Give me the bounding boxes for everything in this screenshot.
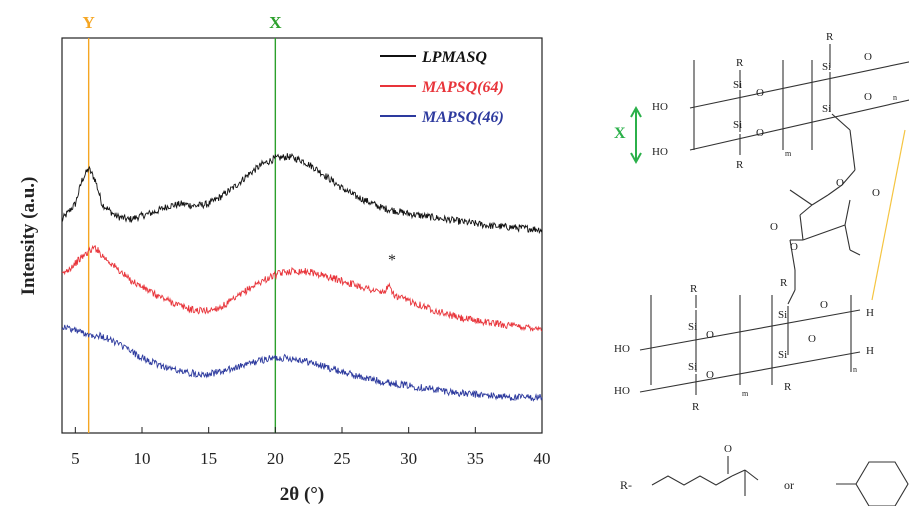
label-o-13: O [724,443,732,455]
label-r-3: R [826,31,834,43]
x-tick-label-35: 35 [467,449,484,468]
reference-label-x: X [269,13,282,32]
methacrylate-link [789,184,861,290]
series-line-mapsq-64 [61,244,543,332]
label-si-4: Si [822,103,831,115]
polymer-structure-diagram [630,44,909,506]
label-si-2: Si [733,119,742,131]
legend-label-mapsq-46: MAPSQ(46) [421,109,504,126]
label-r-1: R [736,57,744,69]
label-si-3: Si [822,61,831,73]
y-spacing-guide [871,129,906,301]
r-group-definitions [651,456,909,506]
legend-label-mapsq-64: MAPSQ(64) [421,79,504,96]
x-axis-label: 2θ (°) [280,484,324,505]
reference-label-y: Y [83,13,95,32]
x-tick-label-30: 30 [400,449,417,468]
series-line-mapsq-46 [61,324,543,402]
label-n-2: n [853,365,857,374]
label-si-1: Si [733,79,742,91]
label-h-2: H [866,345,874,357]
label-o-1: O [756,87,764,99]
x-tick-label-40: 40 [534,449,551,468]
label-o-5: O [836,177,844,189]
label-m-2: m [742,389,749,398]
label-ho-4: HO [614,385,630,397]
label-r-2: R [736,159,744,171]
label-n-1: n [893,93,897,102]
r-or-label: or [784,478,794,492]
series-layer [61,152,543,402]
label-o-4: O [864,91,872,103]
r-definition-label: R- [620,478,632,492]
legend-label-lpmasq: LPMASQ [421,49,487,66]
x-arrow-label: X [614,125,626,142]
label-r-6: R [692,401,700,413]
label-m-1: m [785,149,792,158]
label-o-8: O [790,241,798,253]
peak-annotation-star: * [388,252,396,269]
x-tick-label-20: 20 [267,449,284,468]
top-ladder-unit [689,44,909,186]
x-spacing-arrow [630,105,642,165]
label-ho-2: HO [652,146,668,158]
x-tick-label-5: 5 [71,449,80,468]
label-r-5: R [780,277,788,289]
x-tick-label-15: 15 [200,449,217,468]
x-axis-ticks: 5 10 15 20 25 30 35 40 [71,427,551,468]
label-o-6: O [872,187,880,199]
label-h-1: H [866,307,874,319]
chart-annotations: * [388,252,396,269]
label-o-11: O [820,299,828,311]
structure-labels: X HO HO Si Si Si Si O O O O R R R m n O … [614,31,897,492]
label-ho-3: HO [614,343,630,355]
label-o-9: O [706,329,714,341]
label-si-7: Si [778,309,787,321]
label-si-5: Si [688,321,697,333]
chart-legend: LPMASQ MAPSQ(64) MAPSQ(46) [380,49,504,126]
label-ho-1: HO [652,101,668,113]
label-o-10: O [706,369,714,381]
label-o-12: O [808,333,816,345]
bottom-ladder-unit [639,289,861,395]
series-line-lpmasq [61,152,543,235]
plot-frame [61,37,543,434]
y-axis-label: Intensity (a.u.) [18,177,39,296]
label-o-3: O [864,51,872,63]
x-tick-label-25: 25 [334,449,351,468]
label-si-8: Si [778,349,787,361]
label-si-6: Si [688,361,697,373]
label-o-7: O [770,221,778,233]
x-tick-label-10: 10 [134,449,151,468]
label-r-4: R [690,283,698,295]
label-o-2: O [756,127,764,139]
label-r-7: R [784,381,792,393]
